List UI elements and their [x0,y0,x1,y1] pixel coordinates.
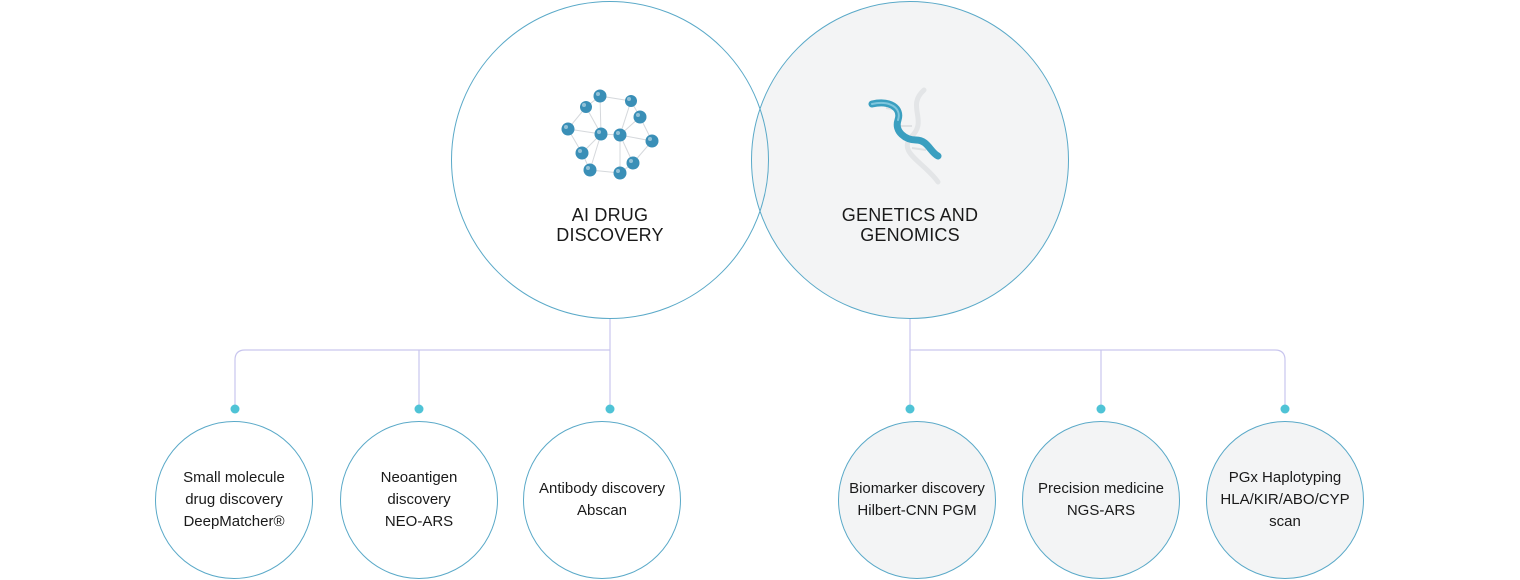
connector-dot [414,404,424,414]
dna-helix-icon [868,87,942,185]
product-circle-hilbert-cnn-pgm[interactable]: Biomarker discovery Hilbert-CNN PGM [838,421,996,579]
genetics-genomics-circle [751,1,1069,319]
product-label: Precision medicine NGS-ARS [1038,480,1164,519]
product-label: Small molecule drug discovery DeepMatche… [183,469,285,530]
product-label: Antibody discovery Abscan [539,480,665,519]
ai-drug-discovery-circle [451,1,769,319]
product-circle-abscan[interactable]: Antibody discovery Abscan [523,421,681,579]
product-circle-deepmatcher[interactable]: Small molecule drug discovery DeepMatche… [155,421,313,579]
product-label: Neoantigen discovery NEO-ARS [380,469,458,530]
connector-dot [605,404,615,414]
category-title-genetics-genomics: GENETICS AND GENOMICS [841,205,979,245]
product-label: Biomarker discovery Hilbert-CNN PGM [849,480,985,519]
connector-left-bus [234,349,610,409]
product-label: PGx Haplotyping HLA/KIR/ABO/CYP scan [1220,469,1350,530]
molecule-icon [561,89,659,180]
connector-dot [1096,404,1106,414]
connector-right-bus [909,349,1286,409]
connector-dot [230,404,240,414]
product-circle-ngs-ars[interactable]: Precision medicine NGS-ARS [1022,421,1180,579]
product-circle-neo-ars[interactable]: Neoantigen discovery NEO-ARS [340,421,498,579]
connector-dot [1280,404,1290,414]
connector-dot [905,404,915,414]
category-title-ai-drug-discovery: AI DRUG DISCOVERY [556,205,664,245]
product-circle-pgx-haplotyping[interactable]: PGx Haplotyping HLA/KIR/ABO/CYP scan [1206,421,1364,579]
